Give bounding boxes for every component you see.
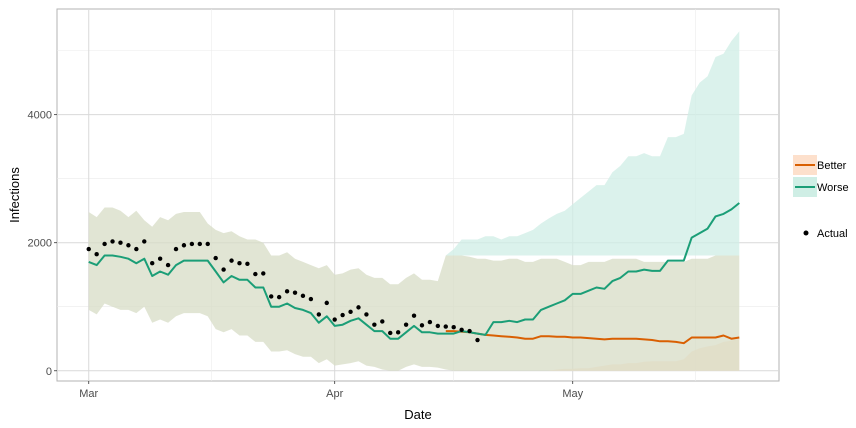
y-axis-title: Infections	[7, 167, 22, 223]
actual-data-point	[300, 293, 306, 299]
actual-data-point	[467, 328, 472, 334]
actual-points	[86, 239, 480, 343]
series-lines	[88, 202, 740, 345]
actual-data-point	[253, 271, 258, 277]
actual-data-point	[189, 241, 195, 247]
actual-data-point	[237, 260, 242, 266]
x-tick-label: Mar	[79, 388, 98, 400]
actual-data-point	[411, 313, 417, 318]
actual-data-point	[221, 267, 226, 272]
actual-data-point	[173, 246, 179, 252]
legend: Better Worse Actual	[793, 155, 849, 240]
legend-key-point	[803, 230, 809, 236]
worse-series-line	[88, 202, 740, 340]
actual-data-point	[451, 325, 456, 330]
actual-data-point	[197, 241, 203, 247]
actual-data-point	[308, 296, 314, 302]
actual-data-point	[459, 327, 464, 332]
actual-data-point	[102, 241, 107, 247]
actual-data-point	[269, 294, 274, 299]
actual-data-point	[324, 300, 329, 306]
actual-data-point	[157, 256, 163, 261]
actual-data-point	[340, 312, 345, 318]
actual-data-point	[292, 290, 298, 295]
actual-data-point	[276, 294, 282, 300]
actual-data-point	[94, 252, 99, 257]
axis-ticks: 0 2000 4000 Mar Apr May	[28, 110, 584, 400]
actual-data-point	[142, 239, 147, 244]
actual-data-point	[332, 317, 337, 322]
actual-data-point	[261, 271, 266, 276]
actual-data-point	[245, 261, 250, 267]
actual-data-point	[205, 241, 210, 247]
confidence-bands	[88, 31, 740, 371]
actual-data-point	[475, 337, 480, 343]
y-tick-label: 4000	[28, 110, 52, 122]
x-tick-label: May	[562, 388, 583, 400]
y-tick-label: 0	[46, 366, 52, 378]
actual-data-point	[380, 319, 385, 324]
actual-data-point	[427, 319, 433, 325]
actual-data-point	[213, 255, 218, 261]
actual-data-point	[395, 330, 401, 335]
actual-data-point	[118, 240, 123, 245]
actual-data-point	[316, 312, 322, 317]
better-series-line	[445, 330, 740, 345]
actual-data-point	[126, 243, 131, 248]
worse-confidence-band	[445, 31, 740, 256]
actual-data-point	[348, 309, 353, 315]
actual-data-point	[134, 246, 139, 252]
actual-data-point	[388, 330, 393, 336]
actual-data-point	[181, 243, 187, 248]
legend-label: Worse	[817, 182, 849, 194]
legend-label: Better	[817, 160, 847, 172]
actual-data-point	[229, 258, 234, 263]
x-tick-label: Apr	[326, 388, 343, 400]
x-axis-title: Date	[404, 407, 431, 422]
actual-data-point	[435, 323, 441, 329]
y-tick-label: 2000	[28, 238, 52, 250]
actual-data-point	[356, 305, 361, 310]
actual-data-point	[284, 289, 290, 294]
actual-data-point	[364, 312, 369, 317]
actual-data-point	[150, 260, 155, 266]
actual-data-point	[403, 322, 409, 327]
overlap-confidence-band	[88, 207, 740, 371]
legend-label: Actual	[817, 228, 848, 240]
actual-data-point	[165, 262, 171, 268]
actual-data-point	[443, 324, 448, 329]
actual-data-point	[419, 323, 425, 328]
actual-data-point	[372, 322, 377, 327]
actual-data-point	[110, 239, 115, 244]
actual-data-point	[86, 246, 91, 252]
